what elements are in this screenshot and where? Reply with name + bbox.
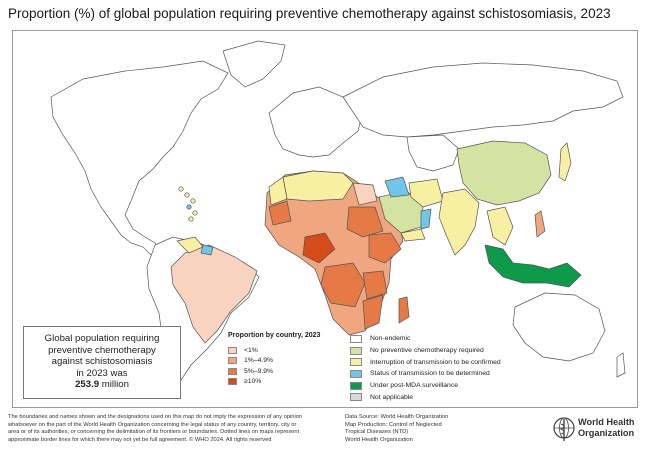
infobox-unit: million [99,379,129,391]
legend-swatch [228,357,237,365]
country-egypt [352,182,378,206]
country-drc [320,262,366,308]
who-emblem-icon [553,417,575,441]
legend-swatch [228,378,237,386]
legend-swatch [228,367,237,375]
region-greenland [222,40,286,88]
legend-proportion-title: Proportion by country, 2023 [228,332,321,339]
legend-item: Status of transmission to be determined [350,368,501,380]
world-map-svg [50,40,626,398]
legend-label: Not applicable [370,393,414,401]
country-nigeria [302,232,336,264]
country-indonesia [484,244,582,288]
legend-swatch [228,346,237,354]
region-russia [342,62,624,138]
infobox-line: preventive chemotherapy [48,344,156,356]
data-source: Data Source: World Health Organization M… [345,414,515,445]
legend-item: No preventive chemotherapy required [350,345,501,357]
legend-item: 1%–4.9% [228,356,320,367]
country-mozambique [362,294,384,330]
map-disclaimer: The boundaries and names shown and the d… [8,414,303,444]
legend-proportion: Proportion by country, 2023 <1% 1%–4.9% … [228,332,320,387]
caribbean-islands [178,186,198,222]
country-japan [558,142,572,182]
infobox-line: Global population requiring [44,333,160,344]
country-suriname [200,244,214,256]
legend-item: ≥10% [228,377,320,388]
legend-label: ≥10% [244,378,262,386]
infobox-value: 253.9 [75,379,100,391]
country-southeast-asia [486,206,514,246]
infobox-line: in 2023 was [76,367,128,379]
legend-label: Non-endemic [370,335,411,343]
country-iraq [384,176,410,198]
legend-label: Interruption of transmission to be confi… [370,358,501,366]
legend-status: Non-endemic No preventive chemotherapy r… [350,333,501,403]
who-logo-line: Organization [578,427,635,438]
source-line: World Health Organization [345,437,413,444]
global-population-box: Global population requiring preventive c… [23,326,181,399]
region-central-asia [406,134,460,172]
country-iran [408,178,444,208]
legend-item: Not applicable [350,391,501,403]
infobox-line: against schistosomiasis [51,356,153,368]
country-brazil [170,244,258,344]
legend-swatch [350,358,362,367]
legend-item: Under post-MDA surveillance [350,380,501,392]
legend-label: 1%–4.9% [244,357,274,365]
who-logo: World Health Organization [552,414,644,444]
legend-swatch [350,334,362,343]
country-india [438,188,480,256]
legend-swatch [350,381,362,390]
legend-swatch [350,369,362,378]
country-oman [420,208,432,230]
infobox-total: 253.9 million [24,379,180,391]
legend-label: Status of transmission to be determined [370,370,490,378]
legend-item: Interruption of transmission to be confi… [350,356,501,368]
country-philippines [534,210,546,238]
map-title: Proportion (%) of global population requ… [8,6,611,21]
region-north-america [50,60,229,258]
legend-item: 5%–9.9% [228,366,320,377]
legend-item: <1% [228,345,320,356]
region-europe [268,86,364,158]
country-tanzania [362,270,388,300]
country-morocco [268,176,288,206]
legend-label: No preventive chemotherapy required [370,347,484,355]
region-australia [512,292,606,362]
who-logo-line: World Health [578,417,635,427]
legend-item: Non-endemic [350,333,501,345]
country-yemen [400,228,426,242]
region-new-zealand [616,352,626,378]
country-algeria-libya [282,170,354,202]
source-line: Tropical Diseases (NTD) [345,429,409,436]
legend-label: 5%–9.9% [244,367,274,375]
legend-label: Under post-MDA surveillance [370,382,459,390]
country-mauritania [268,200,292,226]
country-madagascar [398,296,410,324]
legend-swatch [350,346,362,355]
source-line: Map Production: Control of Neglected [345,421,442,428]
legend-label: <1% [244,346,258,354]
country-china [456,140,552,206]
source-line: Data Source: World Health Organization [345,414,449,420]
legend-swatch [350,393,362,402]
who-logo-text: World Health Organization [578,417,635,438]
country-ethiopia [368,232,402,264]
country-sudan [346,206,384,238]
